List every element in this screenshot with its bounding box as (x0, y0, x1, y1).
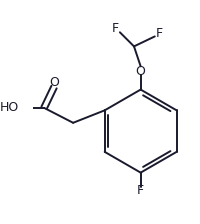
Text: HO: HO (0, 101, 19, 114)
Text: O: O (49, 76, 59, 89)
Text: O: O (135, 65, 145, 78)
Text: F: F (112, 22, 119, 35)
Text: F: F (136, 184, 143, 197)
Text: F: F (155, 27, 162, 41)
